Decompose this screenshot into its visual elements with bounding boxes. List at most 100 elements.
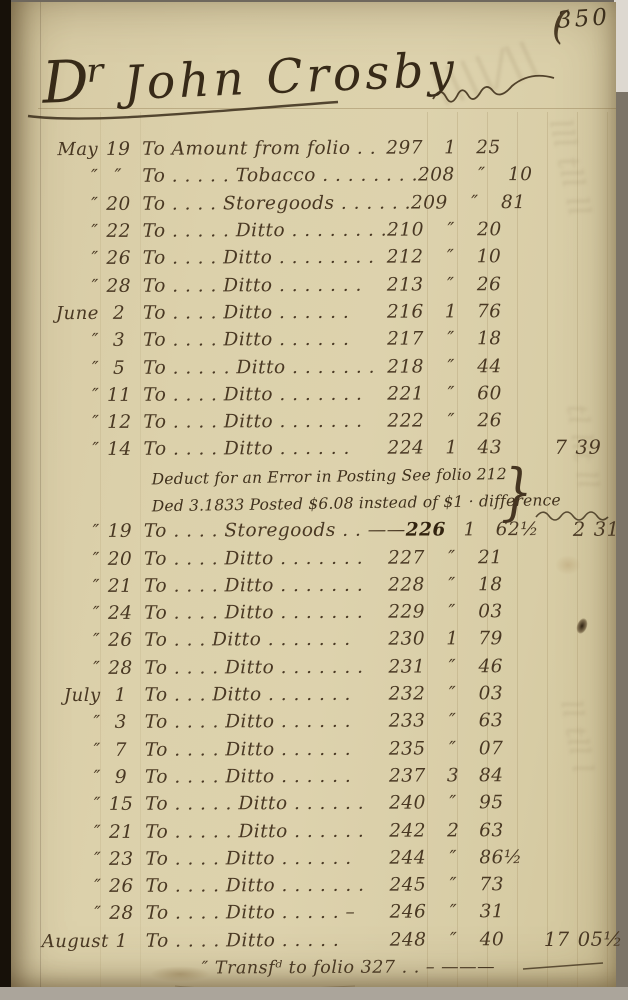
cell-cents: 10 xyxy=(476,246,502,268)
cell-description: To . . . . Storegoods . . . . . . xyxy=(142,192,412,215)
cell-cents: 44 xyxy=(477,355,502,377)
cell-dollars: ″ xyxy=(447,410,456,432)
cell-month: ″ xyxy=(94,848,102,870)
cell-description: To . . . . Ditto . . . . . . xyxy=(143,438,350,461)
cell-month: August xyxy=(41,930,109,952)
cell-day: 1 xyxy=(115,930,128,952)
cell-cents: 18 xyxy=(478,574,503,596)
cell-total-cents: 05½ xyxy=(577,927,623,951)
paper-stain xyxy=(150,966,210,982)
cell-description: To . . . . Ditto . . . . . . xyxy=(145,847,352,870)
ledger-row: July 1 To . . . Ditto . . . . . . . 232 … xyxy=(1,680,617,710)
cell-month: ″ xyxy=(93,630,101,652)
column-rule xyxy=(427,112,428,994)
cell-folio xyxy=(561,499,609,500)
cell-dollars: ″ xyxy=(448,574,456,596)
cell-dollars: ″ xyxy=(449,901,458,923)
cell-folio: 231 xyxy=(388,656,426,678)
cell-month: July xyxy=(63,684,101,707)
cell-day: 9 xyxy=(114,766,128,788)
cell-day: 21 xyxy=(107,575,133,597)
cell-month: May xyxy=(57,139,99,161)
cell-day: 26 xyxy=(108,630,133,652)
cell-dollars: ″ xyxy=(446,246,455,268)
cell-folio: 230 xyxy=(388,628,426,651)
ledger-paper xyxy=(11,2,616,987)
ledger-rows: May 19 To Amount from folio . . 297 1 25… xyxy=(0,134,623,983)
cell-description: Deduct for an Error in Posting See folio… xyxy=(151,464,507,488)
ledger-row: ″ 9 To . . . . Ditto . . . . . . 237 3 8… xyxy=(1,761,617,791)
cell-month xyxy=(40,479,100,480)
cell-dollars: ″ xyxy=(478,164,486,186)
cell-month: ″ xyxy=(93,657,101,679)
cell-total-dollars: 7 xyxy=(554,436,568,460)
cell-dollars: ″ xyxy=(448,683,457,705)
cell-day: 3 xyxy=(112,330,126,352)
ledger-row: ″ 3 To . . . . Ditto . . . . . . 217 ″ 1… xyxy=(0,325,615,355)
cell-cents: 63 xyxy=(479,819,504,841)
cell-day: 28 xyxy=(109,903,134,925)
cell-description: To . . . . Ditto . . . . . . . xyxy=(144,656,364,679)
cell-day: 24 xyxy=(107,602,133,625)
cell-cents: 84 xyxy=(478,765,504,787)
cell-description: To . . . . . Ditto . . . . . . . . xyxy=(142,219,388,242)
cell-folio: 237 xyxy=(388,765,426,787)
cell-dollars: 1 xyxy=(444,137,457,159)
cell-folio: 209 xyxy=(410,192,448,214)
ledger-row: ″ Transfᵈ to folio 327 . . – ——— xyxy=(2,953,618,983)
cell-month: ″ xyxy=(92,521,100,543)
cell-month xyxy=(40,507,100,508)
ledger-row: ″ 24 To . . . . Ditto . . . . . . . 229 … xyxy=(0,598,616,628)
ledger-row: ″ 23 To . . . . Ditto . . . . . . 244 ″ … xyxy=(1,843,617,873)
cell-month: ″ xyxy=(91,330,100,352)
ledger-row: June 2 To . . . . Ditto . . . . . . 216 … xyxy=(0,297,615,327)
cell-cents: 76 xyxy=(476,301,502,323)
cell-cents: 86½ xyxy=(479,846,523,869)
cell-folio: 242 xyxy=(389,820,427,842)
paper-stain xyxy=(555,555,581,575)
cell-dollars: ″ xyxy=(447,219,455,241)
cell-description: To . . . . Ditto . . . . . . xyxy=(143,329,350,351)
cell-day: 26 xyxy=(106,248,132,270)
column-rule xyxy=(577,112,578,994)
cell-description: To Amount from folio . . xyxy=(142,137,377,160)
cell-dollars: ″ xyxy=(447,273,455,296)
cell-month: ″ xyxy=(91,193,99,215)
cell-day: ″ xyxy=(114,166,123,188)
cell-dollars: ″ xyxy=(449,847,458,869)
cell-month: ″ xyxy=(91,166,99,188)
cell-description: To . . . Ditto . . . . . . . xyxy=(144,683,351,706)
cell-cents: 46 xyxy=(478,655,504,678)
cell-folio: 212 xyxy=(386,246,424,268)
cell-day: 5 xyxy=(112,357,126,379)
cell-month: ″ xyxy=(92,412,100,434)
cell-month: ″ xyxy=(91,275,99,297)
cell-description: To . . . . Ditto . . . . . xyxy=(145,929,340,952)
cell-total-dollars: 2 xyxy=(572,518,586,542)
scan-edge-right-bottom xyxy=(614,92,628,1000)
ledger-row: ″ 26 To . . . Ditto . . . . . . . 230 1 … xyxy=(0,625,616,655)
cell-folio: 221 xyxy=(387,383,425,405)
cell-cents: 07 xyxy=(478,737,504,759)
cell-folio: 226 xyxy=(405,519,446,541)
ledger-row: ″ 15 To . . . . . Ditto . . . . . . 240 … xyxy=(1,789,617,819)
cell-folio: 210 xyxy=(387,219,425,241)
cell-folio: 222 xyxy=(387,410,425,432)
binding-crease xyxy=(40,2,41,987)
cell-total-dollars: 17 xyxy=(543,927,570,951)
cell-month: ″ xyxy=(92,439,100,461)
cell-month: ″ xyxy=(94,903,102,925)
cell-cents: 60 xyxy=(477,382,502,405)
cell-cents: 03 xyxy=(478,601,503,623)
ledger-row: ″ 3 To . . . . Ditto . . . . . . 233 ″ 6… xyxy=(1,707,617,737)
cell-day: 21 xyxy=(108,821,134,843)
cell-cents: 40 xyxy=(479,928,505,951)
ledger-row: ″ 26 To . . . . Ditto . . . . . . . 245 … xyxy=(1,871,617,901)
cell-dollars: ″ xyxy=(449,792,457,814)
cell-dollars: 3 xyxy=(446,765,460,787)
cell-cents: 26 xyxy=(477,410,502,432)
cell-description: To . . . . Storegoods . . —— xyxy=(143,519,406,543)
scan-edge-right-top xyxy=(614,0,628,92)
cell-cents: 18 xyxy=(476,328,502,350)
